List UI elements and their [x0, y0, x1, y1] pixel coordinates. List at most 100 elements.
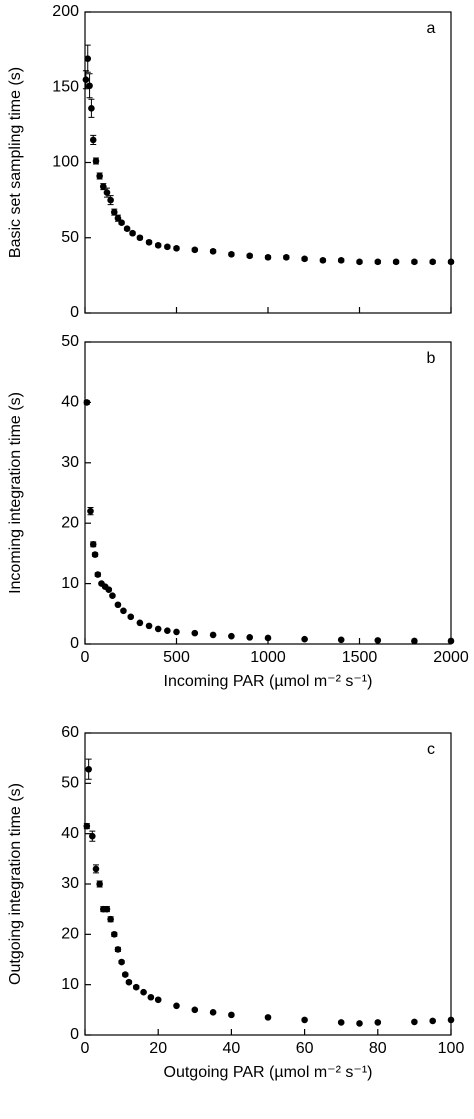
panel-label: b	[427, 350, 436, 367]
y-tick-label: 200	[52, 3, 79, 20]
plot-frame	[84, 732, 452, 1036]
data-point	[94, 571, 102, 578]
x-tick-label: 1500	[342, 649, 378, 666]
data-point	[123, 225, 131, 233]
x-tick-label: 100	[438, 1040, 465, 1057]
y-tick-label: 10	[61, 575, 79, 592]
data-point	[228, 632, 235, 640]
data-point	[154, 241, 162, 249]
data-point	[209, 1009, 217, 1016]
data-point	[191, 246, 199, 254]
data-point	[246, 252, 253, 260]
data-point	[103, 905, 111, 913]
data-point	[88, 105, 95, 112]
data-point	[100, 183, 107, 190]
y-tick-label: 40	[61, 394, 79, 411]
x-tick-label: 60	[296, 1040, 314, 1057]
data-point	[89, 541, 97, 548]
data-point	[374, 637, 382, 644]
data-point	[301, 1016, 308, 1024]
x-tick-label: 0	[81, 649, 90, 666]
data-point	[356, 1020, 363, 1027]
data-point	[103, 189, 111, 196]
data-point	[83, 399, 91, 406]
data-point	[374, 258, 382, 266]
plot-frame	[84, 341, 452, 645]
data-point	[114, 946, 122, 953]
x-tick-label: 0	[81, 1040, 90, 1057]
y-tick-label: 20	[61, 514, 79, 531]
data-point	[173, 244, 180, 252]
data-point	[228, 1011, 235, 1019]
y-tick-label: 100	[52, 154, 79, 171]
data-point	[114, 601, 122, 609]
data-point	[89, 136, 97, 144]
panel-label: a	[427, 20, 436, 37]
data-point	[209, 631, 217, 639]
data-point	[96, 880, 103, 888]
plot-frame	[84, 11, 452, 314]
data-point	[173, 1002, 180, 1010]
data-point	[154, 625, 162, 633]
data-point	[85, 765, 92, 773]
y-tick-label: 30	[61, 454, 79, 471]
data-point	[191, 1006, 199, 1014]
y-tick-label: 40	[61, 825, 79, 842]
y-tick-label: 20	[61, 926, 79, 943]
data-point	[120, 607, 127, 615]
data-point	[209, 247, 217, 255]
data-point	[83, 822, 91, 830]
y-tick-label: 60	[61, 724, 79, 741]
data-point	[145, 238, 153, 246]
data-point	[301, 635, 308, 643]
x-tick-label: 500	[163, 649, 190, 666]
data-point	[301, 255, 308, 263]
y-tick-label: 0	[70, 635, 79, 652]
data-point	[114, 214, 122, 222]
panel-label: c	[427, 741, 435, 758]
data-point	[411, 258, 418, 266]
y-tick-label: 10	[61, 976, 79, 993]
y-tick-label: 0	[70, 1026, 79, 1043]
y-axis-label: Basic set sampling time (s)	[7, 67, 24, 258]
data-point	[96, 172, 103, 180]
data-point	[82, 76, 90, 84]
data-point	[136, 619, 144, 627]
data-point	[140, 988, 147, 996]
data-point	[87, 507, 94, 515]
data-point	[429, 258, 437, 266]
data-point	[392, 258, 400, 266]
data-point	[447, 258, 455, 266]
data-point	[92, 157, 100, 165]
data-point	[374, 1019, 382, 1026]
data-point	[136, 234, 144, 242]
data-point	[228, 251, 235, 258]
y-axis-label: Outgoing integration time (s)	[7, 783, 24, 985]
data-point	[264, 634, 272, 642]
data-point	[319, 257, 327, 264]
data-point	[107, 915, 114, 923]
x-axis-label: Outgoing PAR (µmol m⁻² s⁻¹)	[164, 1064, 373, 1081]
data-point	[145, 622, 153, 630]
data-point	[118, 219, 125, 226]
data-point	[109, 592, 116, 599]
data-point	[127, 613, 135, 621]
y-tick-label: 50	[61, 229, 79, 246]
data-point	[121, 971, 129, 978]
data-point	[337, 1019, 345, 1026]
data-point	[173, 628, 180, 636]
data-point	[337, 257, 345, 264]
data-point	[154, 996, 162, 1004]
data-point	[118, 958, 125, 966]
x-tick-label: 2000	[433, 649, 469, 666]
data-point	[411, 1018, 418, 1026]
data-point	[110, 931, 118, 938]
data-point	[110, 208, 118, 216]
data-point	[86, 82, 93, 90]
data-point	[356, 258, 363, 266]
x-tick-label: 20	[149, 1040, 167, 1057]
data-point	[147, 993, 155, 1001]
data-point	[107, 196, 114, 204]
data-point	[89, 832, 96, 840]
